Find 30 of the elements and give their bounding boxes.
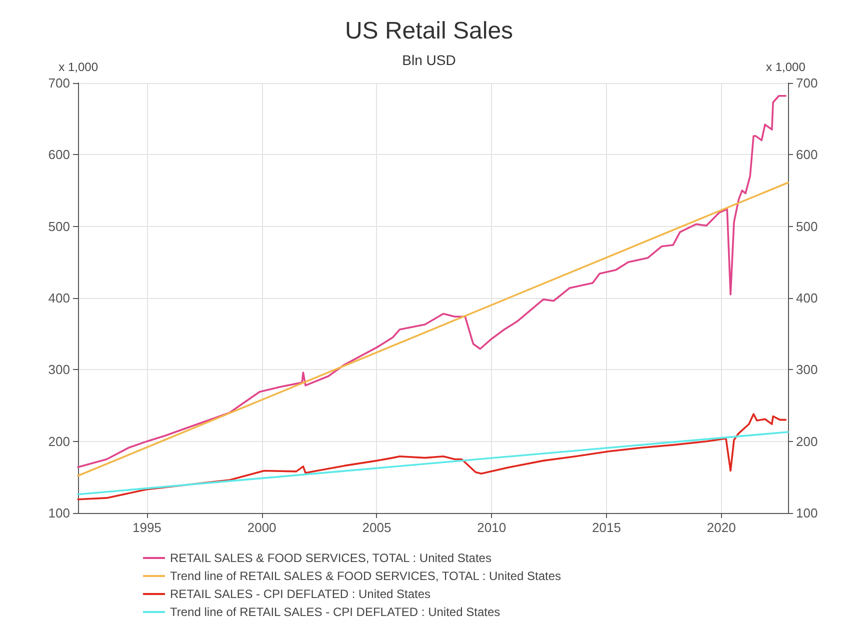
x-tick-label: 2005: [362, 520, 392, 535]
legend-label: RETAIL SALES & FOOD SERVICES, TOTAL : United States: [170, 551, 492, 565]
y2-tick-label: 700: [796, 76, 818, 90]
x-tick-label: 1995: [132, 520, 162, 535]
y-tick-label: 400: [48, 290, 70, 306]
chart-subtitle: Bln USD: [402, 52, 456, 68]
y-tick-label: 300: [48, 362, 70, 378]
y2-tick-label: 200: [796, 434, 818, 449]
y-tick-label: 100: [48, 506, 70, 520]
y-tick-label: 200: [48, 434, 70, 449]
y-tick-label: 500: [48, 218, 70, 234]
y-tick-label: 700: [48, 76, 70, 90]
x-tick-label: 2020: [706, 520, 736, 535]
y2-tick-label: 600: [796, 147, 818, 162]
legend-label: Trend line of RETAIL SALES & FOOD SERVICES, TOTAL : United States: [170, 569, 562, 583]
x-tick-label: 2015: [592, 520, 621, 535]
y2-tick-label: 400: [796, 290, 818, 306]
line-series: [77, 413, 787, 500]
legend-label: Trend line of RETAIL SALES - CPI DEFLATED : United States: [170, 605, 500, 619]
y-tick-label: 600: [48, 147, 70, 162]
chart-title: US Retail Sales: [344, 18, 514, 44]
y2-tick-label: 500: [796, 218, 818, 234]
y2-tick-label: 100: [796, 506, 818, 520]
legend-label: RETAIL SALES - CPI DEFLATED : United States: [170, 587, 431, 601]
x-tick-label: 2000: [247, 520, 276, 535]
y2-tick-label: 300: [796, 362, 818, 378]
line-series: [77, 95, 787, 468]
x-tick-label: 2010: [477, 520, 506, 535]
y-axis-title: x 1,000: [58, 60, 98, 74]
y2-axis-title: x 1,000: [766, 60, 806, 74]
